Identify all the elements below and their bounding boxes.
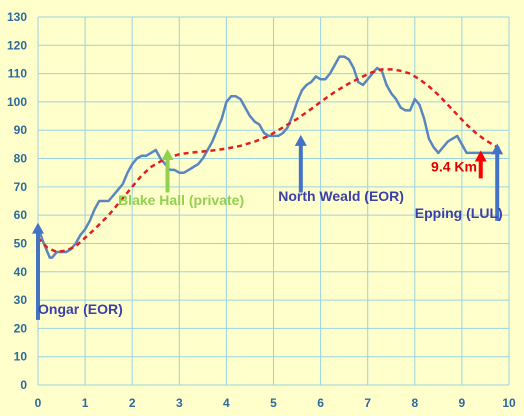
y-tick-label: 60 <box>14 208 28 222</box>
arrow-head <box>491 143 504 155</box>
x-tick-label: 8 <box>411 396 418 410</box>
y-tick-label: 80 <box>14 152 28 166</box>
y-axis-tick-labels: 0 10 20 30 40 50 60 70 80 90 100 110 120 130 <box>7 10 27 392</box>
y-tick-label: 100 <box>7 95 27 109</box>
trend-line <box>37 68 501 254</box>
series-lines <box>36 55 501 259</box>
station-label: 9.4 Km <box>431 158 477 174</box>
station-label: North Weald (EOR) <box>278 188 404 204</box>
y-tick-label: 10 <box>14 350 28 364</box>
station-label: Blake Hall (private) <box>118 192 244 208</box>
x-tick-label: 7 <box>364 396 371 410</box>
y-tick-label: 70 <box>14 180 28 194</box>
elevation-line <box>36 55 501 259</box>
arrow-head <box>32 222 44 234</box>
station-label: Epping (LUL) <box>415 205 503 221</box>
x-tick-label: 10 <box>502 396 516 410</box>
x-tick-label: 1 <box>82 396 89 410</box>
x-tick-label: 0 <box>35 396 42 410</box>
station-marker: 9.4 Km <box>431 150 487 179</box>
y-tick-label: 50 <box>14 236 28 250</box>
x-tick-label: 9 <box>459 396 466 410</box>
station-annotations: Ongar (EOR) Blake Hall (private) North Wea… <box>32 134 504 320</box>
y-tick-label: 30 <box>14 293 28 307</box>
y-tick-label: 120 <box>7 38 27 52</box>
x-tick-label: 5 <box>270 396 277 410</box>
x-tick-label: 3 <box>176 396 183 410</box>
arrow-head <box>161 149 174 161</box>
station-marker: Ongar (EOR) <box>32 222 123 320</box>
y-tick-label: 0 <box>20 378 27 392</box>
y-tick-label: 20 <box>14 321 28 335</box>
x-axis-tick-labels: 0 1 2 3 4 5 6 7 8 9 10 <box>35 396 516 410</box>
station-label: Ongar (EOR) <box>38 301 123 317</box>
y-tick-label: 90 <box>14 123 28 137</box>
y-tick-label: 110 <box>8 67 28 81</box>
station-marker: Blake Hall (private) <box>118 149 244 208</box>
grid-lines <box>37 16 510 386</box>
x-tick-label: 4 <box>223 396 230 410</box>
x-tick-label: 2 <box>129 396 136 410</box>
x-tick-label: 6 <box>317 396 324 410</box>
station-marker: North Weald (EOR) <box>278 134 404 204</box>
arrow-head <box>294 134 307 146</box>
y-tick-label: 130 <box>7 10 27 24</box>
station-marker: Epping (LUL) <box>415 143 504 221</box>
y-tick-label: 40 <box>14 265 28 279</box>
arrow-head <box>474 150 487 162</box>
